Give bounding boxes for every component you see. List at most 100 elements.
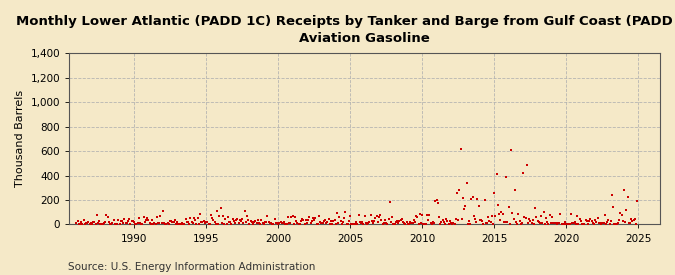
Point [294, 221, 305, 226]
Point [306, 219, 317, 223]
Point [151, 214, 162, 219]
Point [581, 219, 592, 224]
Point [244, 222, 254, 226]
Point [227, 217, 238, 221]
Point [435, 221, 446, 226]
Point [459, 207, 470, 211]
Point [112, 222, 123, 227]
Point [510, 220, 521, 225]
Point [94, 219, 105, 224]
Point [436, 220, 447, 225]
Point [493, 212, 504, 216]
Point [119, 217, 130, 221]
Point [165, 218, 176, 223]
Point [97, 222, 107, 227]
Point [473, 204, 484, 208]
Point [519, 214, 530, 219]
Point [274, 221, 285, 225]
Point [527, 218, 538, 222]
Point [620, 220, 630, 224]
Point [532, 219, 543, 223]
Point [423, 218, 433, 222]
Point [477, 219, 487, 224]
Point [216, 221, 227, 225]
Point [86, 222, 97, 226]
Point [556, 222, 567, 226]
Point [75, 222, 86, 227]
Point [555, 212, 566, 216]
Point [185, 216, 196, 221]
Point [290, 215, 300, 219]
Point [178, 222, 189, 226]
Point [396, 217, 407, 222]
Point [123, 219, 134, 223]
Point [333, 221, 344, 226]
Point [261, 219, 271, 224]
Point [265, 221, 275, 225]
Point [299, 222, 310, 226]
Point [108, 218, 119, 222]
Point [275, 219, 286, 224]
Point [398, 220, 408, 224]
Point [192, 216, 203, 221]
Point [624, 221, 635, 225]
Point [140, 219, 151, 224]
Point [191, 222, 202, 226]
Point [568, 221, 579, 225]
Point [144, 221, 155, 226]
Point [120, 221, 131, 226]
Point [240, 220, 251, 225]
Point [140, 218, 151, 222]
Point [328, 219, 339, 223]
Point [472, 197, 483, 201]
Point [522, 221, 533, 226]
Point [506, 148, 516, 153]
Point [630, 222, 641, 227]
Point [339, 216, 350, 220]
Point [399, 221, 410, 225]
Point [254, 222, 265, 227]
Point [230, 221, 240, 226]
Point [222, 215, 233, 219]
Point [362, 221, 373, 226]
Point [487, 214, 497, 218]
Point [482, 221, 493, 225]
Point [190, 218, 200, 222]
Point [353, 213, 364, 217]
Point [211, 222, 221, 226]
Point [407, 221, 418, 226]
Point [342, 222, 353, 226]
Point [186, 219, 197, 224]
Point [260, 220, 271, 224]
Point [360, 221, 371, 225]
Point [497, 212, 508, 216]
Point [396, 218, 406, 223]
Point [574, 217, 585, 221]
Point [225, 220, 236, 224]
Point [500, 220, 510, 224]
Point [501, 175, 512, 179]
Point [387, 214, 398, 219]
Point [220, 217, 231, 222]
Point [369, 219, 379, 224]
Point [315, 220, 325, 224]
Point [467, 194, 478, 199]
Point [579, 222, 590, 227]
Point [263, 220, 274, 224]
Point [408, 218, 419, 222]
Point [252, 218, 263, 222]
Point [585, 217, 596, 221]
Point [481, 220, 491, 225]
Point [325, 222, 335, 226]
Point [285, 221, 296, 225]
Point [174, 222, 185, 226]
Point [379, 217, 390, 222]
Point [553, 221, 564, 225]
Point [413, 221, 424, 226]
Point [453, 218, 464, 222]
Point [465, 221, 476, 226]
Point [180, 217, 191, 221]
Point [149, 221, 160, 225]
Point [375, 212, 385, 217]
Point [122, 221, 132, 226]
